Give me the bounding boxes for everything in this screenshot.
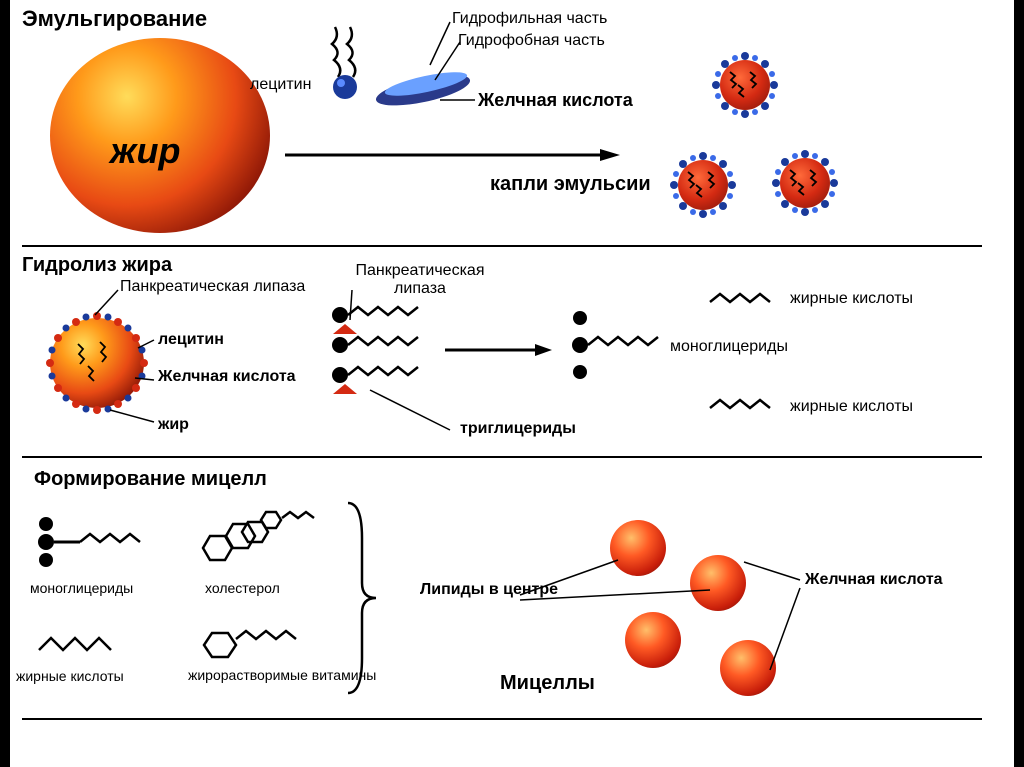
micelle-sphere <box>625 612 681 668</box>
brace-icon <box>340 498 380 698</box>
lipids-center-label: Липиды в центре <box>420 580 558 599</box>
micelle-sphere <box>690 555 746 611</box>
section2-title: Гидролиз жира <box>22 254 172 277</box>
emulsion-drops-label: капли эмульсии <box>490 172 651 196</box>
hydrophobic-label: Гидрофобная часть <box>458 32 605 50</box>
fat-sphere-label: жир <box>110 130 181 172</box>
monoglyceride-icon <box>34 510 164 570</box>
hydrophilic-label: Гидрофильная часть <box>452 10 607 28</box>
triglycerides-label: триглицериды <box>460 420 576 438</box>
section3-title: Формирование мицелл <box>34 468 267 491</box>
divider-3 <box>22 718 982 720</box>
cholesterol-label: холестерол <box>205 580 280 596</box>
divider-2 <box>22 456 982 458</box>
monoglycerides-label: моноглицериды <box>670 338 788 356</box>
cholesterol-icon <box>200 510 320 575</box>
lecithin-label: лецитин <box>250 76 311 94</box>
pancreatic-lipase-label-1: Панкреатическая липаза <box>120 278 305 296</box>
micelle-sphere <box>610 520 666 576</box>
lecithin-label-2: лецитин <box>158 331 224 349</box>
micelles-label: Мицеллы <box>500 672 595 695</box>
monoglycerides-label-3: моноглицериды <box>30 580 133 596</box>
section1-title: Эмульгирование <box>22 6 207 32</box>
emulsion-droplet <box>770 148 840 218</box>
fatty-acids-label-1: жирные кислоты <box>790 290 913 308</box>
emulsion-droplet <box>668 150 738 220</box>
bile-acid-label: Желчная кислота <box>478 90 633 111</box>
divider-1 <box>22 245 982 247</box>
section3-leaders <box>10 460 1014 740</box>
fatty-acid-icon <box>34 630 154 660</box>
fatty-acids-label-2: жирные кислоты <box>790 398 913 416</box>
diagram-canvas: Эмульгирование жир лецитин Гидрофильная … <box>10 0 1014 767</box>
bile-acid-label-3: Желчная кислота <box>805 570 943 589</box>
bile-acid-icon <box>368 58 478 113</box>
emulsion-drops-text: капли эмульсии <box>490 173 651 195</box>
fat-droplet-dots <box>38 306 156 420</box>
bile-acid-label-2: Желчная кислота <box>158 368 296 386</box>
panc-lipase-text-1: Панкреатическая липаза <box>120 278 305 295</box>
fat-label-2: жир <box>158 416 189 434</box>
vitamin-icon <box>200 625 330 665</box>
pancreatic-lipase-label-2: Панкреатическая липаза <box>340 262 500 297</box>
hydrolysis-reaction <box>310 290 890 450</box>
emulsion-droplet <box>710 50 780 120</box>
fatty-acids-label-3: жирные кислоты <box>16 668 124 684</box>
micelle-sphere <box>720 640 776 696</box>
